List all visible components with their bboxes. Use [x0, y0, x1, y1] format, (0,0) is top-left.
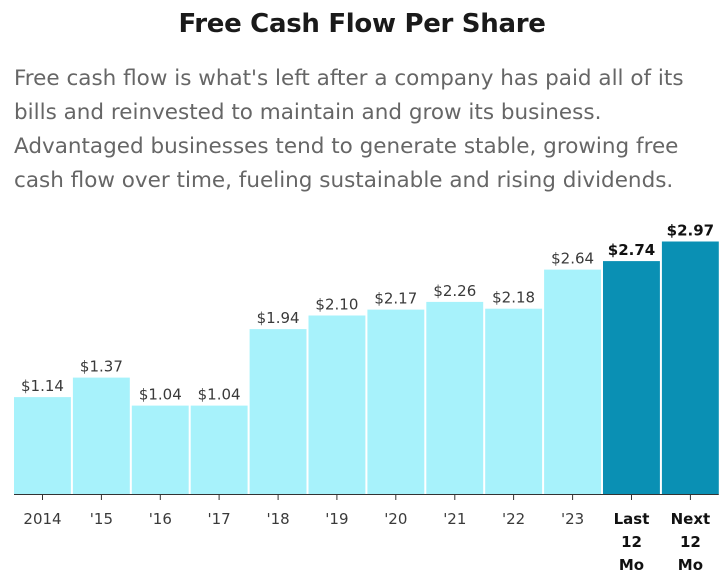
- bar-1: [72, 377, 130, 495]
- value-label-8: $2.18: [492, 289, 535, 307]
- chart-title: Free Cash Flow Per Share: [178, 9, 546, 39]
- value-label-11: $2.97: [667, 222, 714, 240]
- category-label-9: '23: [561, 510, 584, 528]
- category-label-0: 2014: [23, 510, 61, 528]
- value-label-7: $2.26: [433, 282, 476, 300]
- category-label-2: '16: [149, 510, 172, 528]
- value-label-5: $2.10: [315, 296, 358, 314]
- value-label-3: $1.04: [198, 386, 241, 404]
- value-label-2: $1.04: [139, 386, 182, 404]
- value-label-0: $1.14: [21, 377, 64, 395]
- x-ticks-group: [42, 494, 691, 500]
- value-labels-group: $1.14 $1.37 $1.04 $1.04 $1.94 $2.10 $2.17 $2.26…: [21, 222, 714, 404]
- bar-2: [131, 405, 189, 494]
- bars-group: [14, 241, 719, 495]
- value-label-4: $1.94: [257, 309, 300, 327]
- bar-9: [544, 269, 601, 494]
- bar-7: [426, 301, 484, 494]
- value-label-10: $2.74: [608, 241, 655, 259]
- category-label-7: '21: [443, 510, 466, 528]
- category-label-5: '19: [325, 510, 348, 528]
- bar-6: [367, 309, 425, 494]
- value-label-1: $1.37: [80, 358, 123, 376]
- category-label-8: '22: [502, 510, 525, 528]
- category-label-3: '17: [207, 510, 230, 528]
- bar-10: [603, 261, 660, 494]
- category-label-4: '18: [266, 510, 289, 528]
- value-label-9: $2.64: [551, 250, 594, 268]
- bar-8: [485, 308, 543, 494]
- value-label-6: $2.17: [374, 290, 417, 308]
- category-labels-group: 2014 '15 '16 '17 '18 '19 '20 '21 '22 '23 Last 12 Mo N…: [23, 510, 710, 574]
- chart-subtitle: Free cash flow is what's left after a co…: [14, 66, 684, 193]
- category-label-6: '20: [384, 510, 407, 528]
- bar-3: [190, 405, 248, 494]
- bar-11: [661, 241, 719, 494]
- bar-0: [14, 397, 71, 494]
- category-label-10: Last 12 Mo: [614, 510, 650, 574]
- category-label-11: Next 12 Mo: [671, 510, 711, 574]
- bar-4: [249, 329, 307, 494]
- category-label-1: '15: [90, 510, 113, 528]
- bar-5: [308, 315, 366, 494]
